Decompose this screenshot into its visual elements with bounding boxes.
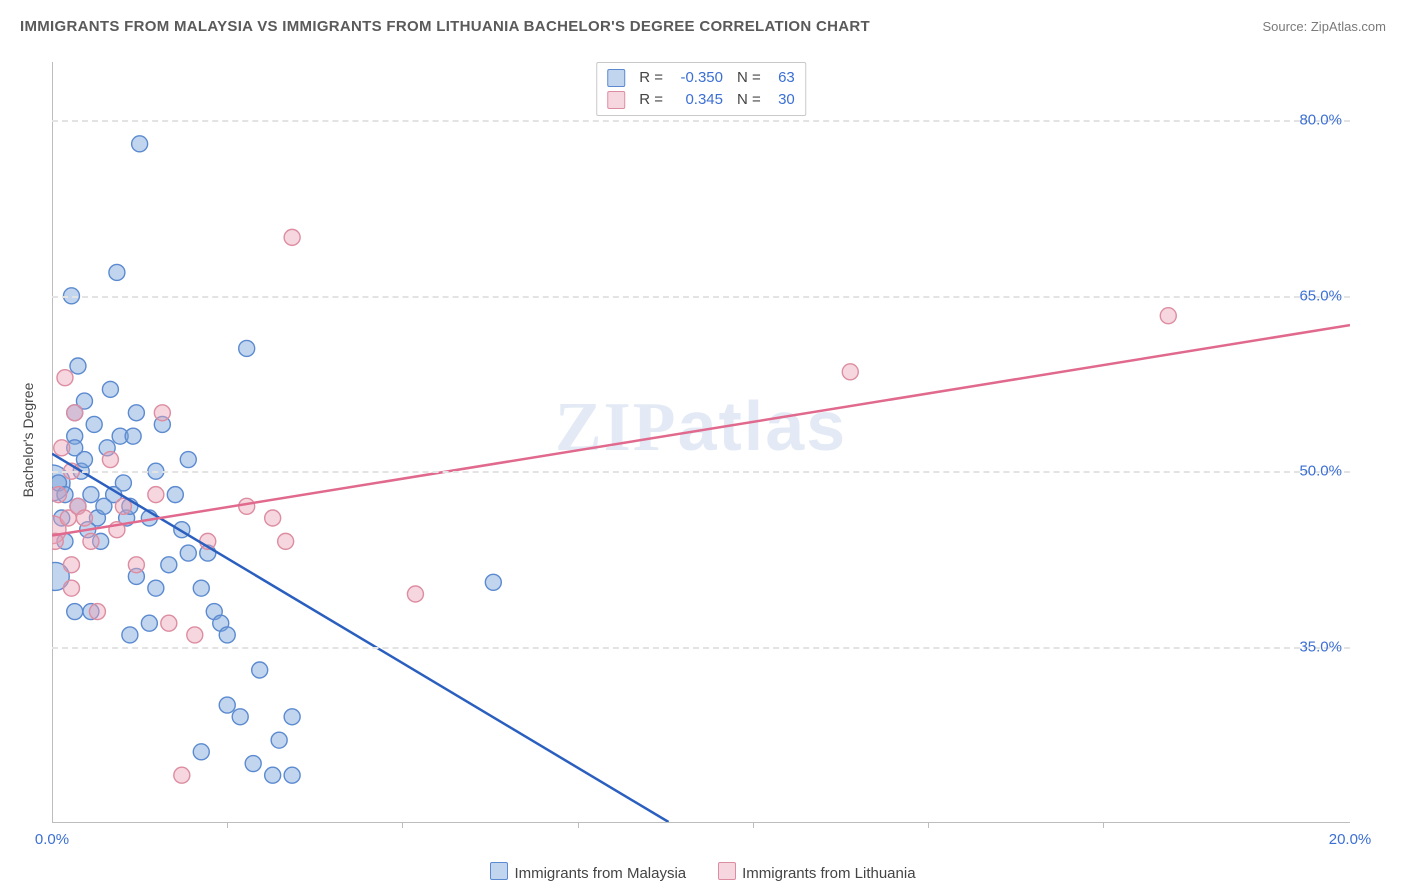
stats-n-malaysia: 63 (769, 67, 795, 89)
data-point (271, 732, 287, 748)
stats-n-label: N = (737, 67, 761, 89)
source-prefix: Source: (1262, 19, 1310, 34)
data-point (193, 744, 209, 760)
data-point (109, 264, 125, 280)
plot-area: ZIPatlas R = -0.350 N = 63 R = 0.345 N =… (52, 62, 1350, 823)
data-point (115, 475, 131, 491)
x-tick-mark (402, 822, 403, 828)
trend-line-malaysia (52, 454, 669, 822)
stats-legend-box: R = -0.350 N = 63 R = 0.345 N = 30 (596, 62, 806, 116)
gridline-h (52, 296, 1350, 298)
y-tick-label: 50.0% (1299, 463, 1342, 480)
data-point (174, 767, 190, 783)
gridline-h (52, 647, 1350, 649)
chart-title: IMMIGRANTS FROM MALAYSIA VS IMMIGRANTS F… (20, 18, 870, 35)
stats-row-malaysia: R = -0.350 N = 63 (607, 67, 795, 89)
swatch-lithuania-icon (607, 91, 625, 109)
swatch-malaysia-icon (490, 862, 508, 880)
data-point (148, 580, 164, 596)
data-point (265, 510, 281, 526)
data-point (132, 136, 148, 152)
gridline-h (52, 120, 1350, 122)
y-tick-label: 35.0% (1299, 638, 1342, 655)
stats-r-lithuania: 0.345 (671, 89, 723, 111)
x-tick-mark (753, 822, 754, 828)
data-point (70, 358, 86, 374)
data-point (219, 627, 235, 643)
swatch-lithuania-icon (718, 862, 736, 880)
data-point (278, 533, 294, 549)
data-point (50, 487, 66, 503)
x-tick-label: 0.0% (35, 831, 69, 848)
data-point (67, 405, 83, 421)
source-name: ZipAtlas.com (1311, 19, 1386, 34)
legend-bottom: Immigrants from Malaysia Immigrants from… (0, 862, 1406, 882)
data-point (148, 487, 164, 503)
data-point (83, 533, 99, 549)
data-point (252, 662, 268, 678)
data-point (154, 405, 170, 421)
legend-item-malaysia: Immigrants from Malaysia (490, 862, 686, 882)
data-point (83, 487, 99, 503)
data-point (67, 604, 83, 620)
data-point (102, 452, 118, 468)
data-point (161, 615, 177, 631)
stats-r-label: R = (639, 67, 663, 89)
data-point (76, 510, 92, 526)
y-tick-label: 65.0% (1299, 287, 1342, 304)
stats-n-label-2: N = (737, 89, 761, 111)
data-point (89, 604, 105, 620)
data-point (239, 340, 255, 356)
chart-header: IMMIGRANTS FROM MALAYSIA VS IMMIGRANTS F… (20, 18, 1386, 35)
stats-r-malaysia: -0.350 (671, 67, 723, 89)
x-tick-mark (1103, 822, 1104, 828)
data-point (57, 370, 73, 386)
data-point (219, 697, 235, 713)
data-point (86, 416, 102, 432)
data-point (239, 498, 255, 514)
data-point (167, 487, 183, 503)
data-point (128, 557, 144, 573)
data-point (102, 381, 118, 397)
data-point (245, 756, 261, 772)
data-point (407, 586, 423, 602)
data-point (232, 709, 248, 725)
data-point (284, 767, 300, 783)
stats-r-label-2: R = (639, 89, 663, 111)
data-point (141, 615, 157, 631)
data-point (284, 229, 300, 245)
legend-label-malaysia: Immigrants from Malaysia (514, 865, 686, 882)
data-point (187, 627, 203, 643)
data-point (161, 557, 177, 573)
data-point (122, 627, 138, 643)
data-point (485, 574, 501, 590)
legend-item-lithuania: Immigrants from Lithuania (718, 862, 915, 882)
x-tick-mark (928, 822, 929, 828)
chart-svg (52, 62, 1350, 822)
data-point (54, 440, 70, 456)
data-point (128, 405, 144, 421)
x-tick-mark (578, 822, 579, 828)
data-point (180, 452, 196, 468)
data-point (125, 428, 141, 444)
data-point (76, 452, 92, 468)
source-attribution: Source: ZipAtlas.com (1262, 19, 1386, 34)
data-point (193, 580, 209, 596)
x-tick-label: 20.0% (1329, 831, 1372, 848)
data-point (1160, 308, 1176, 324)
data-point (63, 557, 79, 573)
y-tick-label: 80.0% (1299, 112, 1342, 129)
data-point (284, 709, 300, 725)
stats-n-lithuania: 30 (769, 89, 795, 111)
swatch-malaysia-icon (607, 69, 625, 87)
data-point (842, 364, 858, 380)
data-point (63, 580, 79, 596)
data-point (180, 545, 196, 561)
data-point (265, 767, 281, 783)
gridline-h (52, 471, 1350, 473)
x-tick-mark (227, 822, 228, 828)
legend-label-lithuania: Immigrants from Lithuania (742, 865, 915, 882)
y-axis-title: Bachelor's Degree (20, 383, 36, 498)
stats-row-lithuania: R = 0.345 N = 30 (607, 89, 795, 111)
